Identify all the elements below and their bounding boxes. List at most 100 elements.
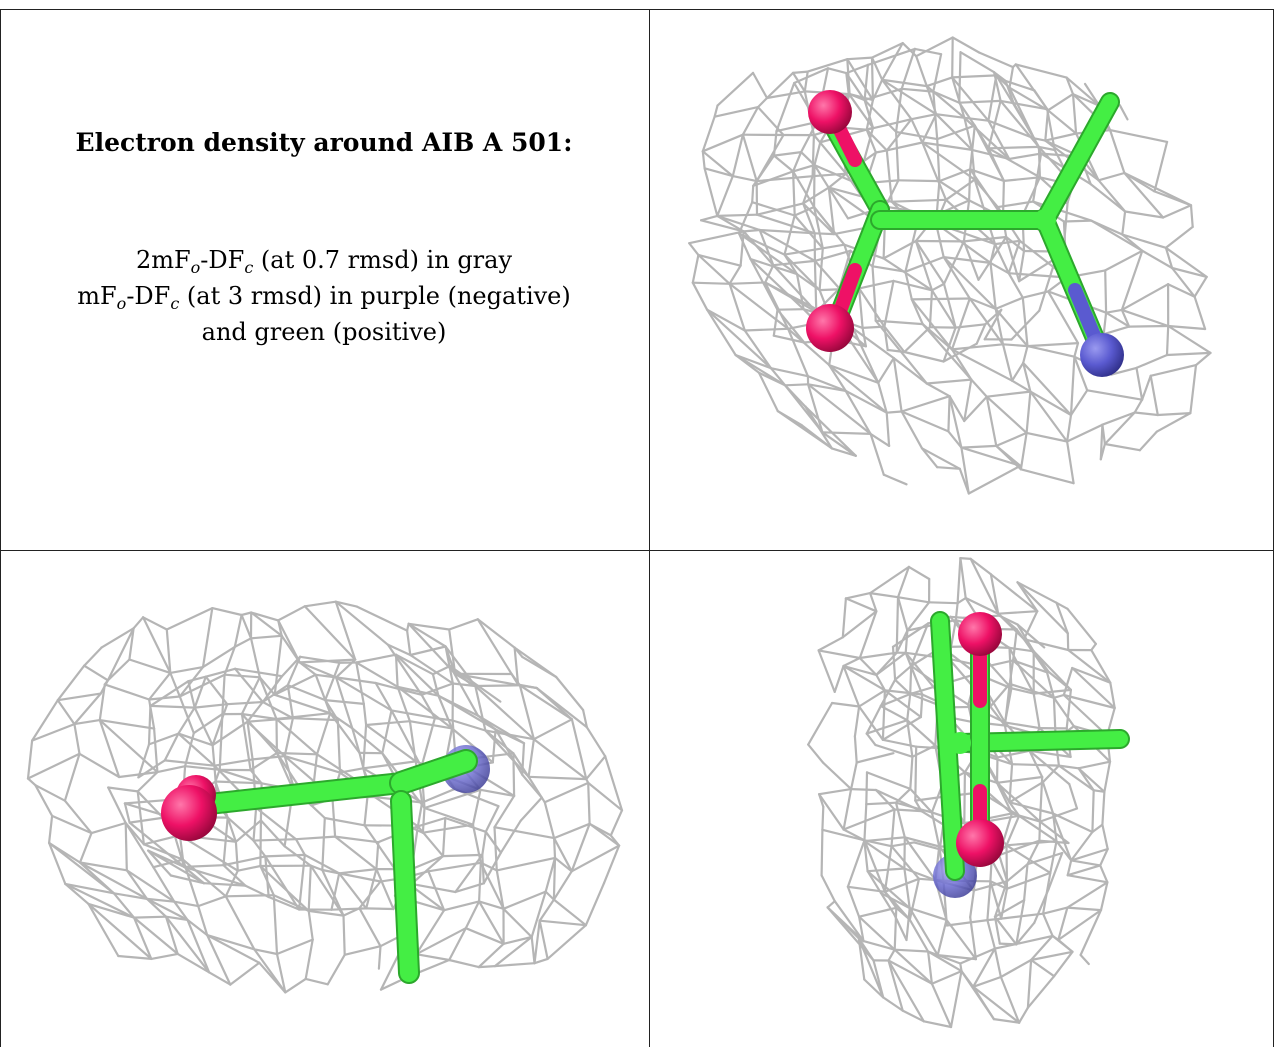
mesh-segment: [764, 264, 775, 284]
mesh-segment: [365, 907, 395, 911]
mesh-segment: [1022, 345, 1029, 364]
mesh-segment: [993, 947, 1002, 979]
mesh-segment: [165, 606, 214, 631]
mesh-segment: [857, 937, 885, 999]
mesh-segment: [896, 596, 909, 632]
mesh-segment: [818, 788, 853, 796]
mesh-segment: [813, 164, 850, 220]
molecule-bottom-right: [930, 611, 1130, 898]
mesh-segment: [252, 839, 267, 858]
mesh-segment: [844, 597, 878, 613]
mesh-segment: [495, 856, 557, 872]
mesh-segment: [1005, 814, 1021, 847]
mesh-segment: [807, 383, 872, 435]
atom-nitrogen: [1080, 333, 1124, 377]
mesh-segment: [871, 265, 907, 273]
mesh-segment: [948, 395, 963, 449]
mesh-segment: [936, 466, 961, 470]
mesh-segment: [997, 610, 1039, 615]
mesh-segment: [1008, 646, 1013, 690]
mesh-segment: [204, 675, 229, 706]
mesh-segment: [775, 120, 818, 133]
mesh-segment: [865, 771, 869, 806]
mesh-segment: [1042, 906, 1069, 915]
mesh-segment: [811, 172, 848, 178]
mesh-segment: [1070, 859, 1102, 867]
mesh-segment: [342, 914, 346, 956]
mesh-segment: [989, 261, 997, 310]
mesh-segment: [842, 808, 896, 831]
mesh-segment: [1005, 235, 1026, 253]
mesh-segment: [870, 41, 904, 59]
mesh-segment: [863, 836, 906, 843]
mesh-segment: [903, 326, 931, 354]
mesh-segment: [1052, 693, 1065, 699]
mesh-segment: [909, 787, 933, 814]
mesh-segment: [930, 811, 941, 848]
mesh-segment: [874, 319, 924, 326]
mesh-segment: [147, 849, 205, 885]
mesh-segment: [1066, 864, 1102, 877]
mesh-segment: [903, 836, 937, 882]
mesh-segment: [951, 76, 990, 122]
mesh-segment: [757, 371, 787, 387]
mesh-segment: [187, 680, 196, 709]
mesh-segment: [989, 573, 1000, 615]
mesh-segment: [1033, 137, 1047, 142]
mesh-segment: [697, 253, 731, 285]
mesh-segment: [83, 646, 103, 667]
mesh-segment: [875, 673, 886, 692]
mesh-segment: [286, 684, 327, 702]
mesh-segment: [1104, 269, 1108, 314]
mesh-segment: [950, 343, 1005, 351]
mesh-segment: [1046, 92, 1075, 112]
mesh-segment: [1053, 950, 1074, 978]
mesh-segment: [535, 686, 589, 729]
mesh-segment: [147, 704, 152, 746]
mesh-segment: [783, 247, 824, 256]
mesh-segment: [863, 63, 869, 102]
mesh-segment: [743, 329, 773, 370]
mesh-segment: [1071, 92, 1101, 107]
mesh-segment: [476, 618, 516, 649]
mesh-segment: [407, 622, 451, 631]
mesh-segment: [903, 867, 911, 910]
mesh-segment: [26, 752, 81, 780]
mesh-segment: [894, 678, 912, 696]
mesh-segment: [494, 728, 524, 776]
mesh-segment: [298, 853, 306, 911]
mesh-segment: [858, 656, 878, 677]
mesh-segment: [83, 664, 110, 682]
mesh-segment: [64, 882, 90, 905]
mesh-segment: [920, 447, 939, 469]
mesh-segment: [903, 867, 937, 882]
mesh-segment: [310, 804, 326, 820]
mesh-segment: [553, 856, 573, 873]
mesh-segment: [756, 96, 769, 109]
mesh-segment: [769, 367, 787, 387]
mesh-segment: [224, 869, 239, 898]
mesh-segment: [164, 915, 211, 974]
mesh-segment: [1091, 823, 1104, 834]
mesh-segment: [813, 164, 859, 185]
mesh-segment: [1167, 324, 1207, 331]
mesh-segment: [883, 689, 924, 696]
frame-top: [0, 9, 1274, 10]
mesh-segment: [420, 717, 436, 769]
mesh-segment: [990, 858, 1009, 890]
mesh-segment: [132, 916, 179, 955]
mesh-segment: [78, 861, 149, 900]
mesh-segment: [705, 308, 746, 332]
mesh-segment: [494, 728, 526, 745]
mesh-segment: [983, 308, 1003, 341]
mesh-segment: [985, 395, 1028, 434]
mesh-segment: [280, 634, 301, 664]
mesh-segment: [963, 395, 988, 423]
mesh-segment: [821, 431, 872, 435]
mesh-segment: [277, 605, 306, 622]
mesh-segment: [233, 637, 253, 649]
mesh-segment: [817, 649, 836, 693]
mesh-segment: [1109, 128, 1169, 143]
mesh-segment: [904, 629, 909, 654]
mesh-segment: [286, 684, 294, 720]
